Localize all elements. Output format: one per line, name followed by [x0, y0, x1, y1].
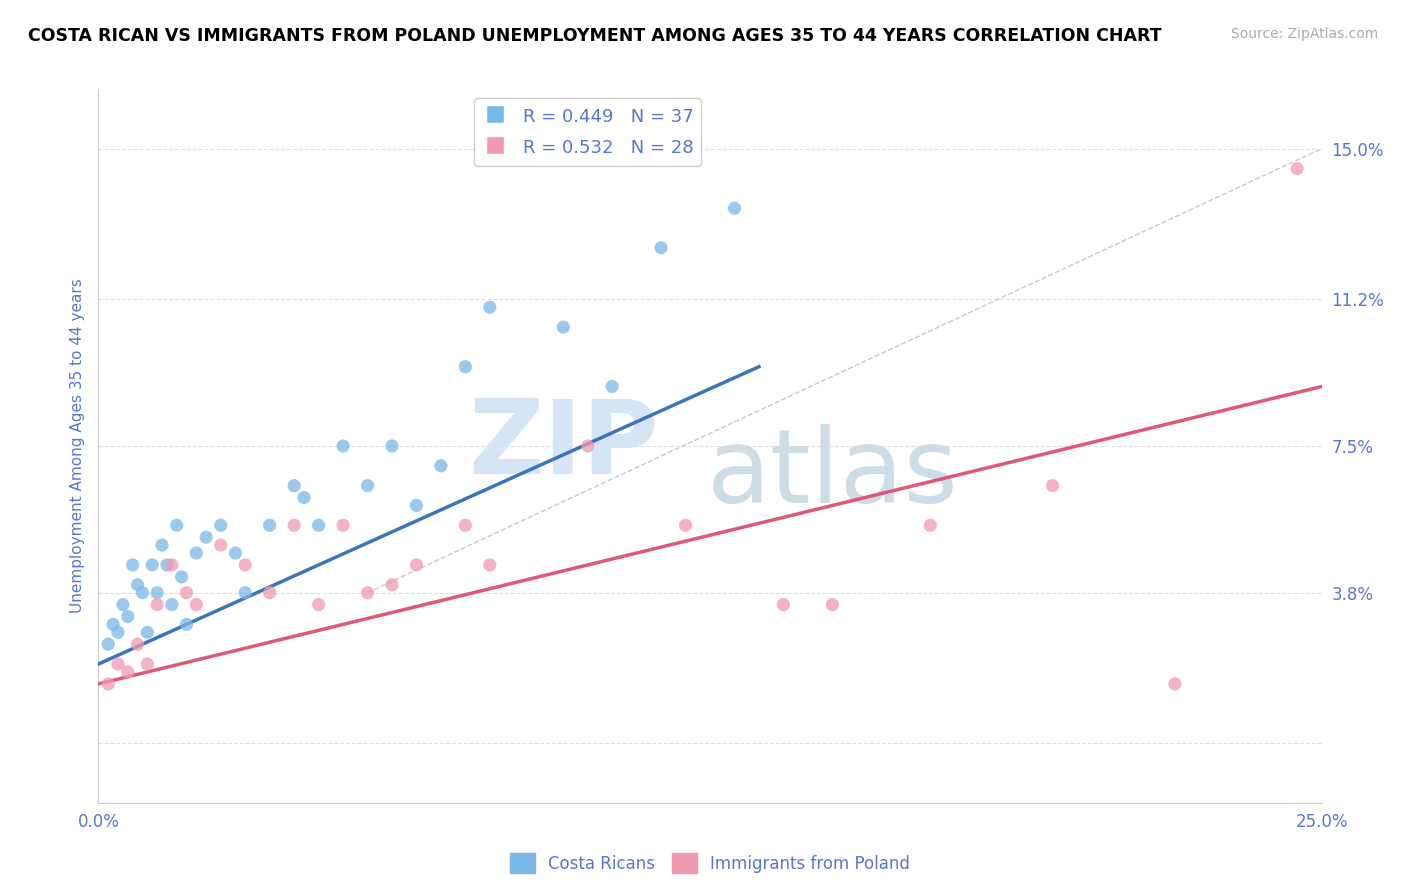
Point	[1164, 677, 1187, 691]
Point	[405, 499, 427, 513]
Point	[381, 439, 404, 453]
Point	[430, 458, 453, 473]
Point	[156, 558, 179, 572]
Point	[121, 558, 143, 572]
Point	[233, 585, 256, 599]
Point	[209, 518, 232, 533]
Point	[136, 657, 159, 671]
Point	[600, 379, 623, 393]
Point	[101, 617, 124, 632]
Point	[186, 546, 208, 560]
Point	[454, 518, 477, 533]
Text: ZIP: ZIP	[468, 395, 658, 497]
Legend: Costa Ricans, Immigrants from Poland: Costa Ricans, Immigrants from Poland	[503, 847, 917, 880]
Text: atlas: atlas	[706, 424, 959, 525]
Point	[454, 359, 477, 374]
Point	[146, 598, 169, 612]
Point	[821, 598, 844, 612]
Point	[650, 241, 672, 255]
Point	[308, 598, 330, 612]
Point	[224, 546, 246, 560]
Point	[308, 518, 330, 533]
Y-axis label: Unemployment Among Ages 35 to 44 years: Unemployment Among Ages 35 to 44 years	[69, 278, 84, 614]
Point	[478, 300, 501, 314]
Point	[97, 637, 120, 651]
Point	[131, 585, 153, 599]
Point	[332, 439, 354, 453]
Point	[1286, 161, 1309, 176]
Text: Source: ZipAtlas.com: Source: ZipAtlas.com	[1230, 27, 1378, 41]
Point	[195, 530, 218, 544]
Point	[107, 657, 129, 671]
Point	[233, 558, 256, 572]
Point	[117, 609, 139, 624]
Point	[127, 578, 149, 592]
Point	[166, 518, 188, 533]
Point	[356, 585, 378, 599]
Point	[136, 625, 159, 640]
Point	[675, 518, 697, 533]
Text: COSTA RICAN VS IMMIGRANTS FROM POLAND UNEMPLOYMENT AMONG AGES 35 TO 44 YEARS COR: COSTA RICAN VS IMMIGRANTS FROM POLAND UN…	[28, 27, 1161, 45]
Point	[1042, 478, 1064, 492]
Point	[160, 558, 183, 572]
Point	[478, 558, 501, 572]
Point	[283, 518, 305, 533]
Point	[117, 665, 139, 679]
Point	[127, 637, 149, 651]
Point	[186, 598, 208, 612]
Point	[259, 518, 281, 533]
Point	[160, 598, 183, 612]
Point	[723, 201, 745, 215]
Point	[176, 617, 198, 632]
Point	[146, 585, 169, 599]
Point	[332, 518, 354, 533]
Point	[107, 625, 129, 640]
Point	[381, 578, 404, 592]
Point	[97, 677, 120, 691]
Point	[292, 491, 315, 505]
Point	[356, 478, 378, 492]
Point	[259, 585, 281, 599]
Point	[283, 478, 305, 492]
Point	[141, 558, 163, 572]
Point	[170, 570, 193, 584]
Point	[772, 598, 794, 612]
Point	[209, 538, 232, 552]
Point	[920, 518, 942, 533]
Point	[405, 558, 427, 572]
Point	[111, 598, 134, 612]
Point	[150, 538, 173, 552]
Point	[576, 439, 599, 453]
Point	[553, 320, 575, 334]
Point	[176, 585, 198, 599]
